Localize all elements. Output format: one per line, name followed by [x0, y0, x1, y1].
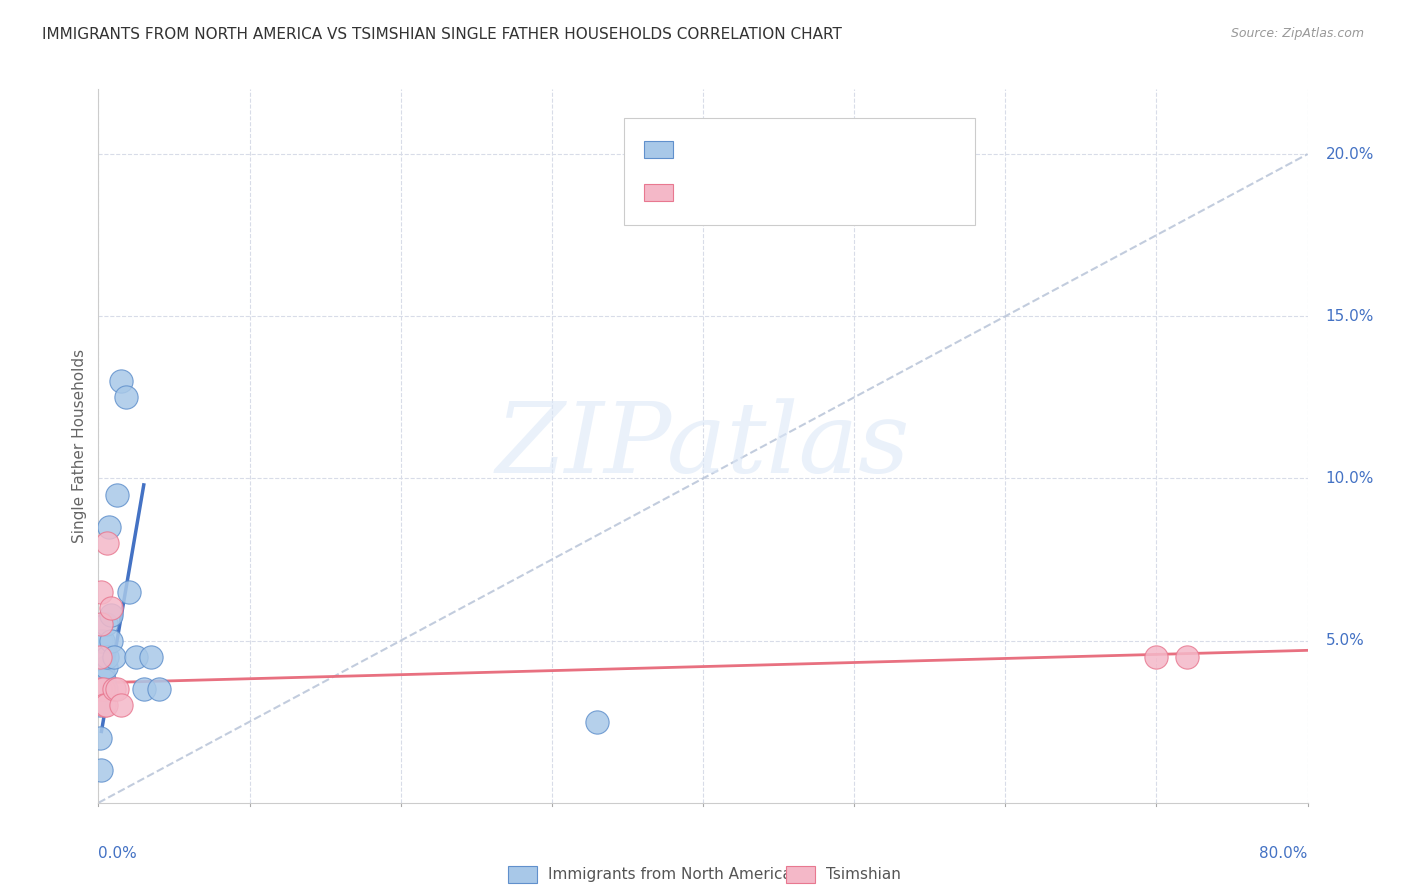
- FancyBboxPatch shape: [644, 184, 672, 202]
- FancyBboxPatch shape: [624, 118, 976, 225]
- Point: [1175, 649, 1198, 664]
- Point: [90, 617, 112, 632]
- Text: ZIPatlas: ZIPatlas: [496, 399, 910, 493]
- Point: [94, 659, 117, 673]
- Text: N = 26: N = 26: [817, 143, 875, 157]
- Point: [89, 649, 111, 664]
- Point: [118, 585, 141, 599]
- Text: 20.0%: 20.0%: [1326, 146, 1374, 161]
- Point: [94, 682, 117, 697]
- Point: [103, 682, 125, 697]
- Point: [103, 649, 125, 664]
- Text: N = 14: N = 14: [817, 186, 873, 200]
- Point: [91, 633, 114, 648]
- Point: [90, 666, 112, 681]
- Point: [94, 617, 117, 632]
- Text: R =  0.143: R = 0.143: [686, 186, 768, 200]
- Y-axis label: Single Father Households: Single Father Households: [72, 349, 87, 543]
- Point: [105, 682, 128, 697]
- Point: [96, 649, 118, 664]
- Point: [110, 698, 132, 713]
- Text: IMMIGRANTS FROM NORTH AMERICA VS TSIMSHIAN SINGLE FATHER HOUSEHOLDS CORRELATION : IMMIGRANTS FROM NORTH AMERICA VS TSIMSHI…: [42, 27, 842, 42]
- Text: R =  0.353: R = 0.353: [686, 143, 768, 157]
- Point: [91, 682, 114, 697]
- Point: [141, 649, 163, 664]
- Text: Immigrants from North America: Immigrants from North America: [548, 867, 792, 881]
- Point: [94, 698, 117, 713]
- Text: 5.0%: 5.0%: [1326, 633, 1364, 648]
- Point: [93, 698, 115, 713]
- Point: [100, 601, 122, 615]
- Point: [91, 682, 114, 697]
- Point: [96, 536, 118, 550]
- Point: [100, 607, 122, 622]
- Text: 80.0%: 80.0%: [1260, 846, 1308, 861]
- Text: 0.0%: 0.0%: [98, 846, 138, 861]
- Point: [89, 682, 111, 697]
- Point: [110, 374, 132, 388]
- Point: [105, 488, 128, 502]
- Point: [132, 682, 155, 697]
- Point: [89, 698, 111, 713]
- FancyBboxPatch shape: [644, 141, 672, 159]
- Point: [586, 714, 609, 729]
- FancyBboxPatch shape: [509, 865, 537, 883]
- Point: [91, 666, 114, 681]
- Point: [90, 633, 112, 648]
- Text: 10.0%: 10.0%: [1326, 471, 1374, 486]
- Text: Source: ZipAtlas.com: Source: ZipAtlas.com: [1230, 27, 1364, 40]
- FancyBboxPatch shape: [786, 865, 815, 883]
- Text: Tsimshian: Tsimshian: [827, 867, 901, 881]
- Point: [98, 520, 121, 534]
- Point: [93, 673, 115, 687]
- Point: [148, 682, 170, 697]
- Point: [114, 390, 136, 404]
- Point: [1144, 649, 1167, 664]
- Point: [90, 764, 112, 778]
- Point: [89, 731, 111, 745]
- Point: [100, 633, 122, 648]
- Point: [125, 649, 148, 664]
- Text: 15.0%: 15.0%: [1326, 309, 1374, 324]
- Point: [90, 585, 112, 599]
